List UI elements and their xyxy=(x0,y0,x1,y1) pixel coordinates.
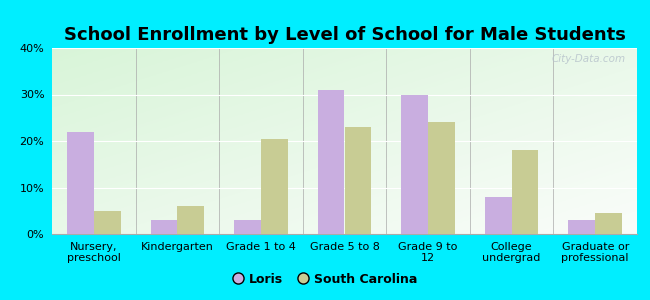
Bar xyxy=(344,127,371,234)
Bar xyxy=(595,213,622,234)
Bar xyxy=(428,122,455,234)
Legend: Loris, South Carolina: Loris, South Carolina xyxy=(227,268,422,291)
Bar xyxy=(569,220,595,234)
Bar xyxy=(151,220,177,234)
Bar xyxy=(234,220,261,234)
Bar xyxy=(177,206,204,234)
Text: City-Data.com: City-Data.com xyxy=(551,54,625,64)
Bar xyxy=(512,150,538,234)
Bar xyxy=(94,211,120,234)
Bar xyxy=(67,132,94,234)
Title: School Enrollment by Level of School for Male Students: School Enrollment by Level of School for… xyxy=(64,26,625,44)
Bar xyxy=(485,197,512,234)
Bar xyxy=(261,139,288,234)
Bar xyxy=(318,90,344,234)
Bar xyxy=(401,94,428,234)
